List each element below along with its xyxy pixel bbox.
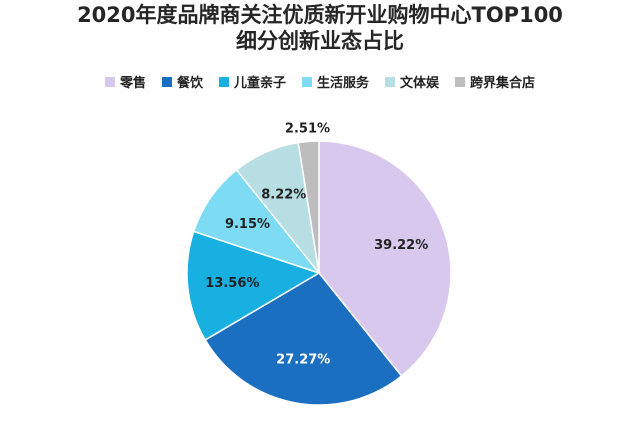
legend-label: 儿童亲子 xyxy=(233,76,286,91)
slice-value-label: 9.15% xyxy=(225,217,270,232)
pie-slice xyxy=(204,272,403,406)
chart-title-line1: 2020年度品牌商关注优质新开业购物中心TOP100 xyxy=(77,3,563,27)
legend-swatch xyxy=(218,76,229,87)
legend-swatch xyxy=(104,76,115,87)
slice-value-label: 2.51% xyxy=(285,121,330,136)
legend-swatch xyxy=(302,76,312,87)
legend-item: 餐饮 xyxy=(161,72,203,91)
legend-item: 生活服务 xyxy=(302,72,369,91)
slice-value-label: 27.27% xyxy=(276,353,330,368)
chart-legend: 零售 餐饮 儿童亲子 生活服务 文体娱 跨界集合店 xyxy=(0,72,640,91)
pie-slice xyxy=(186,230,321,341)
legend-label: 零售 xyxy=(119,76,146,91)
legend-item: 文体娱 xyxy=(385,72,439,91)
legend-swatch xyxy=(161,76,172,87)
slice-value-label: 13.56% xyxy=(205,276,259,291)
legend-label: 生活服务 xyxy=(317,76,370,91)
legend-swatch xyxy=(455,76,466,87)
slice-value-label: 8.22% xyxy=(261,187,306,202)
slice-value-label: 39.22% xyxy=(374,238,428,253)
pie-slice xyxy=(318,140,452,378)
legend-label: 文体娱 xyxy=(400,76,440,91)
chart-title-line2: 细分创新业态占比 xyxy=(236,29,404,53)
pie-slice xyxy=(297,140,320,274)
legend-item: 跨界集合店 xyxy=(455,72,535,91)
legend-swatch xyxy=(385,76,396,87)
legend-label: 餐饮 xyxy=(176,76,203,91)
legend-item: 儿童亲子 xyxy=(218,72,286,91)
legend-item: 零售 xyxy=(104,72,146,91)
legend-label: 跨界集合店 xyxy=(470,76,536,91)
